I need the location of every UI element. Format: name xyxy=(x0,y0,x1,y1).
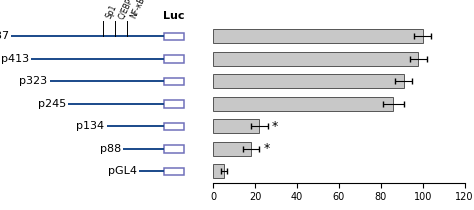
Bar xyxy=(164,168,184,175)
Bar xyxy=(164,122,184,130)
Text: p537: p537 xyxy=(0,32,9,41)
Text: p323: p323 xyxy=(19,76,47,87)
Text: C/EBP: C/EBP xyxy=(117,0,135,20)
Bar xyxy=(213,75,404,88)
Bar xyxy=(213,52,419,66)
Text: p245: p245 xyxy=(37,99,66,109)
Bar xyxy=(164,145,184,153)
Bar xyxy=(213,142,251,156)
Bar xyxy=(213,164,224,178)
Text: NF-κB: NF-κB xyxy=(129,0,147,20)
Bar xyxy=(164,33,184,40)
Bar xyxy=(164,77,184,85)
Bar xyxy=(164,55,184,63)
Text: pGL4: pGL4 xyxy=(108,167,137,176)
Bar xyxy=(164,100,184,108)
Text: p413: p413 xyxy=(1,54,29,64)
Bar xyxy=(213,119,259,133)
Text: Luc: Luc xyxy=(163,11,185,21)
Text: p88: p88 xyxy=(100,144,121,154)
Bar xyxy=(213,97,393,111)
Text: *: * xyxy=(272,120,278,133)
Text: Sp1: Sp1 xyxy=(105,3,119,20)
Text: *: * xyxy=(264,142,270,155)
Bar xyxy=(213,29,423,43)
Text: p134: p134 xyxy=(76,121,105,131)
